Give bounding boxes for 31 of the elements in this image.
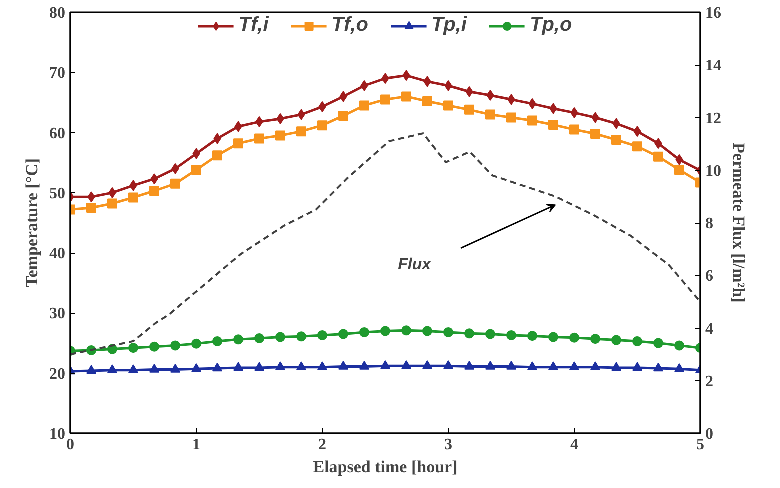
x-axis-title: Elapsed time [hour] <box>313 458 458 476</box>
y2-tick-label: 14 <box>706 58 722 75</box>
legend-label: Tp,i <box>431 14 467 37</box>
y-tick-label: 80 <box>50 5 66 22</box>
y2-tick-label: 2 <box>706 373 714 390</box>
y-tick-label: 20 <box>50 366 66 383</box>
y2-tick-label: 4 <box>706 320 714 338</box>
y2-axis-title: Permeate Flux [l/m²h] <box>730 143 748 303</box>
y2-tick-label: 10 <box>706 162 722 180</box>
x-tick-label: 5 <box>696 436 704 454</box>
y2-tick-label: 6 <box>706 268 714 286</box>
y2-tick-label: 0 <box>706 426 714 443</box>
legend-label: Tp,o <box>530 14 572 37</box>
annotation: Flux <box>398 256 432 274</box>
y-axis-title: Temperature [°C] <box>22 158 42 288</box>
legend-label: Tf,o <box>332 14 368 37</box>
y-tick-label: 50 <box>50 185 66 202</box>
y2-tick-label: 12 <box>706 110 722 128</box>
legend-label: Tf,i <box>238 14 269 37</box>
y-tick-label: 30 <box>50 306 66 323</box>
x-tick-label: 0 <box>66 436 74 454</box>
y-tick-label: 60 <box>50 125 66 142</box>
y2-tick-label: 16 <box>706 5 722 22</box>
x-tick-label: 1 <box>192 436 200 454</box>
y2-tick-label: 8 <box>706 216 714 232</box>
y-tick-label: 70 <box>50 65 66 82</box>
x-tick-label: 3 <box>444 436 452 454</box>
x-tick-label: 2 <box>318 436 326 454</box>
y-tick-label: 10 <box>50 426 66 443</box>
x-tick-label: 4 <box>570 436 578 454</box>
y-tick-label: 40 <box>50 246 66 263</box>
